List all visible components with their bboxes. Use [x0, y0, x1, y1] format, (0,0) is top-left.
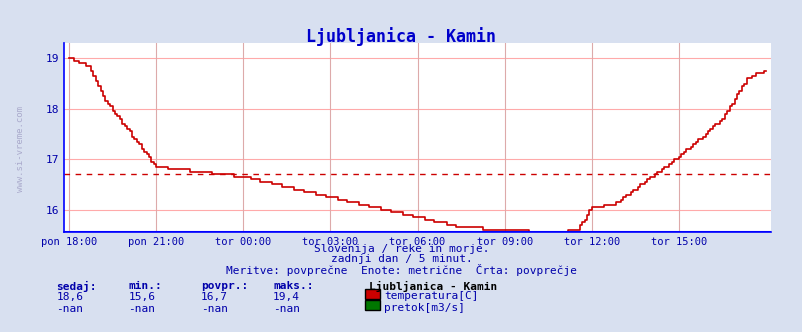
Text: 18,6: 18,6 — [56, 292, 83, 302]
Text: temperatura[C]: temperatura[C] — [383, 291, 478, 301]
Text: www.si-vreme.com: www.si-vreme.com — [16, 106, 25, 193]
Text: zadnji dan / 5 minut.: zadnji dan / 5 minut. — [330, 254, 472, 264]
Text: 19,4: 19,4 — [273, 292, 300, 302]
Text: 16,7: 16,7 — [200, 292, 228, 302]
Text: -nan: -nan — [56, 304, 83, 314]
Text: -nan: -nan — [273, 304, 300, 314]
Text: min.:: min.: — [128, 281, 162, 290]
Text: -nan: -nan — [200, 304, 228, 314]
Text: 15,6: 15,6 — [128, 292, 156, 302]
Text: pretok[m3/s]: pretok[m3/s] — [383, 303, 464, 313]
Text: sedaj:: sedaj: — [56, 281, 96, 291]
Text: povpr.:: povpr.: — [200, 281, 248, 290]
Text: Meritve: povprečne  Enote: metrične  Črta: povprečje: Meritve: povprečne Enote: metrične Črta:… — [225, 264, 577, 276]
Text: Ljubljanica - Kamin: Ljubljanica - Kamin — [306, 27, 496, 45]
Text: maks.:: maks.: — [273, 281, 313, 290]
Text: Ljubljanica - Kamin: Ljubljanica - Kamin — [369, 281, 497, 291]
Text: -nan: -nan — [128, 304, 156, 314]
Text: Slovenija / reke in morje.: Slovenija / reke in morje. — [314, 244, 488, 254]
